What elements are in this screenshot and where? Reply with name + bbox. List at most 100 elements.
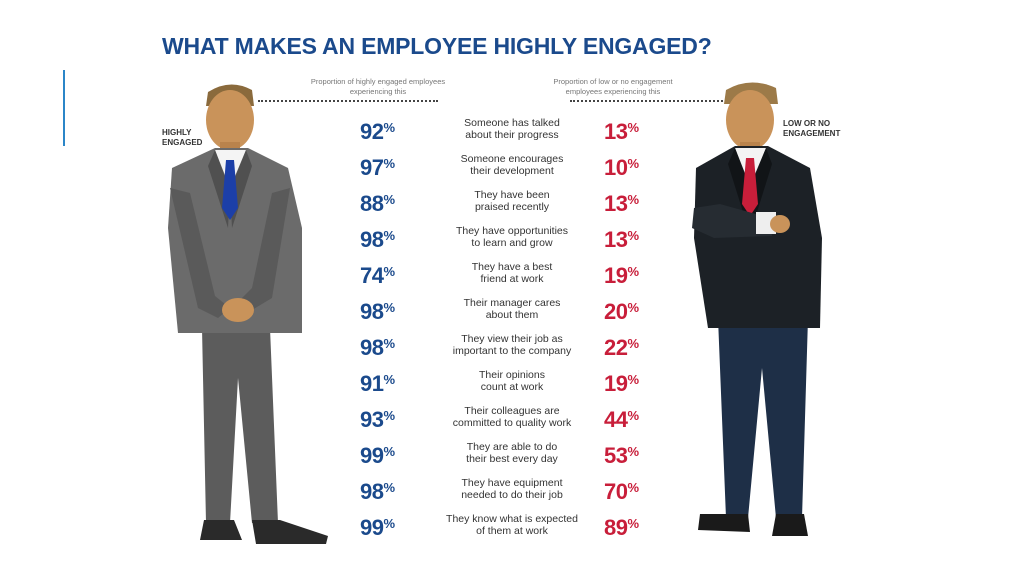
- low-engagement-value: 19%: [604, 371, 639, 397]
- low-value-number: 44: [604, 407, 628, 432]
- highly-engaged-label-text: HIGHLY ENGAGED: [162, 128, 203, 147]
- table-row: 98% They view their job as important to t…: [340, 333, 670, 367]
- statement-line-1: Someone has talked: [464, 117, 560, 129]
- low-value-number: 13: [604, 191, 628, 216]
- table-row: 93% Their colleagues are committed to qua…: [340, 405, 670, 439]
- high-engagement-value: 91%: [360, 371, 395, 397]
- statement-label: Their manager cares about them: [432, 297, 592, 321]
- percent-sign: %: [627, 336, 639, 351]
- statement-label: Someone encourages their development: [432, 153, 592, 177]
- statement-line-2: count at work: [480, 381, 544, 393]
- high-value-number: 98: [360, 479, 384, 504]
- low-engagement-value: 70%: [604, 479, 639, 505]
- table-row: 98% They have equipment needed to do thei…: [340, 477, 670, 511]
- percent-sign: %: [383, 300, 395, 315]
- percent-sign: %: [383, 192, 395, 207]
- low-value-number: 53: [604, 443, 628, 468]
- percent-sign: %: [627, 264, 639, 279]
- table-row: 92% Someone has talked about their progre…: [340, 117, 670, 151]
- high-value-number: 98: [360, 227, 384, 252]
- left-column-header: Proportion of highly engaged employees e…: [310, 77, 446, 96]
- percent-sign: %: [627, 480, 639, 495]
- high-value-number: 92: [360, 119, 384, 144]
- percent-sign: %: [383, 516, 395, 531]
- percent-sign: %: [383, 444, 395, 459]
- percent-sign: %: [627, 120, 639, 135]
- statement-label: They know what is expected of them at wor…: [432, 513, 592, 537]
- statement-line-1: They are able to do: [466, 441, 558, 453]
- low-engagement-value: 22%: [604, 335, 639, 361]
- high-engagement-value: 74%: [360, 263, 395, 289]
- low-engagement-value: 13%: [604, 227, 639, 253]
- high-engagement-value: 98%: [360, 227, 395, 253]
- statement-line-1: They have equipment: [461, 477, 563, 489]
- table-row: 99% They are able to do their best every …: [340, 441, 670, 475]
- statement-line-2: their best every day: [466, 453, 558, 465]
- left-dotted-line: [258, 100, 438, 102]
- statement-line-1: They have been: [474, 189, 550, 201]
- statement-line-2: about their progress: [465, 129, 559, 141]
- percent-sign: %: [627, 156, 639, 171]
- table-row: 74% They have a best friend at work 19%: [340, 261, 670, 295]
- high-engagement-value: 92%: [360, 119, 395, 145]
- high-value-number: 99: [360, 515, 384, 540]
- percent-sign: %: [383, 120, 395, 135]
- right-column-header: Proportion of low or no engagement emplo…: [553, 77, 673, 96]
- low-engagement-value: 89%: [604, 515, 639, 541]
- percent-sign: %: [383, 372, 395, 387]
- percent-sign: %: [383, 156, 395, 171]
- statement-line-1: Their manager cares: [463, 297, 561, 309]
- high-engagement-value: 98%: [360, 299, 395, 325]
- highly-engaged-man-illustration: [168, 84, 328, 544]
- statement-line-1: Someone encourages: [460, 153, 564, 165]
- statement-line-1: Their colleagues are: [464, 405, 560, 417]
- statement-line-2: about them: [485, 309, 539, 321]
- low-engagement-man-illustration: [692, 82, 822, 536]
- low-engagement-value: 13%: [604, 191, 639, 217]
- high-value-number: 97: [360, 155, 384, 180]
- high-engagement-value: 99%: [360, 515, 395, 541]
- percent-sign: %: [627, 300, 639, 315]
- high-engagement-value: 98%: [360, 335, 395, 361]
- percent-sign: %: [627, 228, 639, 243]
- statement-line-2: their development: [470, 165, 554, 177]
- statement-label: They view their job as important to the c…: [432, 333, 592, 357]
- low-value-number: 13: [604, 119, 628, 144]
- statement-line-2: of them at work: [476, 525, 548, 537]
- statement-line-2: to learn and grow: [471, 237, 553, 249]
- statement-label: They have opportunities to learn and grow: [432, 225, 592, 249]
- high-engagement-value: 93%: [360, 407, 395, 433]
- statement-line-2: friend at work: [480, 273, 544, 285]
- percent-sign: %: [383, 264, 395, 279]
- table-row: 99% They know what is expected of them at…: [340, 513, 670, 547]
- low-engagement-label-text: LOW OR NO ENGAGEMENT: [783, 119, 841, 138]
- high-value-number: 91: [360, 371, 384, 396]
- percent-sign: %: [383, 480, 395, 495]
- statement-line-2: important to the company: [452, 345, 572, 357]
- low-value-number: 22: [604, 335, 628, 360]
- percent-sign: %: [383, 336, 395, 351]
- page-title: WHAT MAKES AN EMPLOYEE HIGHLY ENGAGED?: [162, 33, 712, 59]
- high-engagement-value: 97%: [360, 155, 395, 181]
- percent-sign: %: [627, 192, 639, 207]
- low-engagement-value: 44%: [604, 407, 639, 433]
- statement-label: They have a best friend at work: [432, 261, 592, 285]
- statement-line-2: committed to quality work: [452, 417, 572, 429]
- statement-label: They are able to do their best every day: [432, 441, 592, 465]
- statement-line-2: praised recently: [474, 201, 550, 213]
- low-value-number: 19: [604, 263, 628, 288]
- high-engagement-value: 88%: [360, 191, 395, 217]
- table-row: 97% Someone encourages their development …: [340, 153, 670, 187]
- statement-line-1: They view their job as: [461, 333, 563, 345]
- high-value-number: 99: [360, 443, 384, 468]
- high-engagement-value: 98%: [360, 479, 395, 505]
- highly-engaged-label: HIGHLY ENGAGED: [162, 128, 222, 148]
- right-dotted-line: [570, 100, 730, 102]
- low-value-number: 70: [604, 479, 628, 504]
- accent-bar: [63, 70, 65, 146]
- low-engagement-value: 13%: [604, 119, 639, 145]
- low-value-number: 13: [604, 227, 628, 252]
- low-value-number: 19: [604, 371, 628, 396]
- percent-sign: %: [383, 228, 395, 243]
- table-row: 98% They have opportunities to learn and …: [340, 225, 670, 259]
